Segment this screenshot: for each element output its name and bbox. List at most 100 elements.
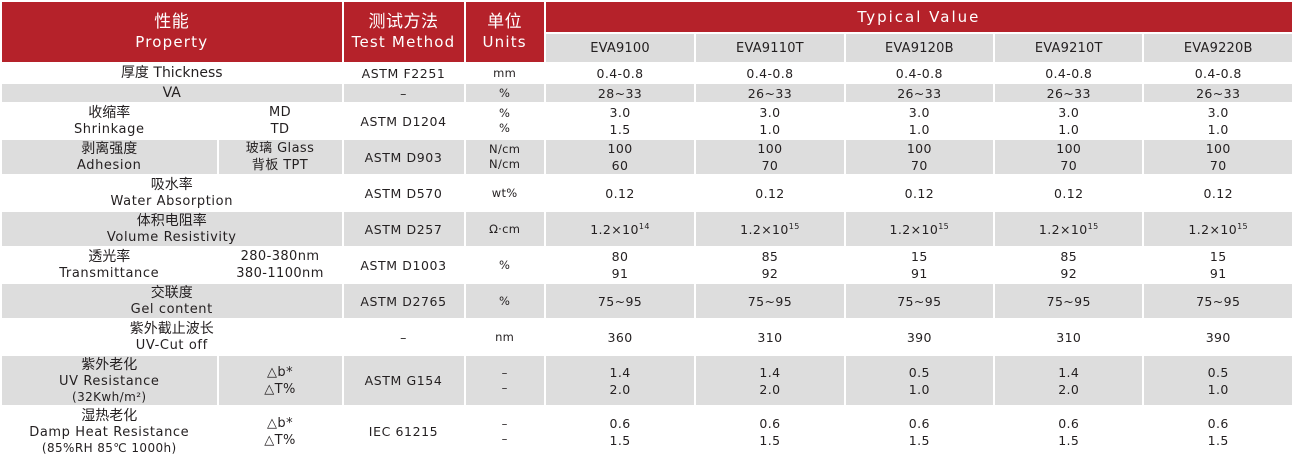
value-line: 26~33 bbox=[1046, 85, 1091, 101]
value-line: 0.12 bbox=[1203, 185, 1233, 201]
value-line: 0.4-0.8 bbox=[895, 65, 943, 81]
value-cell-EVA9120B: 0.12 bbox=[843, 174, 996, 212]
property-sub-line: 280-380nm bbox=[240, 249, 320, 264]
value-cell-EVA9110T: 310 bbox=[694, 318, 846, 356]
property-cell: 交联度 Gel content bbox=[0, 282, 344, 320]
units-line: nm bbox=[495, 329, 515, 344]
value-line: 0.12 bbox=[755, 185, 785, 201]
value-line: 0.6 bbox=[609, 415, 631, 431]
value-cell-EVA9220B: 3.0 1.0 bbox=[1142, 102, 1294, 140]
units-line: mm bbox=[493, 65, 517, 80]
property-subcolumn-cell: MD TD bbox=[216, 102, 344, 140]
value-line: 75~95 bbox=[597, 293, 643, 309]
value-cell-EVA9100: 75~95 bbox=[543, 282, 697, 320]
value-line: 1.2×1015 bbox=[889, 221, 950, 237]
value-cell-EVA9220B: 390 bbox=[1142, 318, 1294, 356]
value-line: 26~33 bbox=[897, 85, 942, 101]
units-cell: Ω·cm bbox=[463, 210, 546, 248]
property-label-cn: 紫外老化 bbox=[81, 357, 138, 373]
value-cell-EVA9100: 0.4-0.8 bbox=[543, 62, 697, 84]
value-line: 0.12 bbox=[1054, 185, 1084, 201]
value-line: 360 bbox=[607, 329, 633, 345]
value-line: 1.0 bbox=[908, 381, 930, 397]
value-line: 15 bbox=[910, 249, 928, 264]
property-sub-line: △b* bbox=[267, 415, 293, 431]
header-property: 性能 Property bbox=[0, 0, 344, 64]
value-line: 1.5 bbox=[609, 122, 631, 137]
value-cell-EVA9100: 28~33 bbox=[543, 82, 697, 104]
value-cell-EVA9110T: 0.12 bbox=[694, 174, 846, 212]
value-line: 70 bbox=[761, 158, 779, 173]
value-line: 26~33 bbox=[747, 85, 793, 101]
table-row: VA –% 28~33 26~33 26~33 26~33 26~33 bbox=[0, 82, 1294, 104]
value-line: 0.4-0.8 bbox=[1194, 65, 1242, 81]
value-line: 92 bbox=[1060, 266, 1078, 281]
header-test-method: 测试方法 Test Method bbox=[341, 0, 466, 64]
table-row: 体积电阻率 Volume Resistivity ASTM D257 Ω·cm 1.2×… bbox=[0, 210, 1294, 248]
table-row: 交联度 Gel content ASTM D2765% 75~95 75~95 75~95… bbox=[0, 282, 1294, 320]
property-label-cn: 吸水率 bbox=[150, 177, 193, 193]
value-line: 1.4 bbox=[1058, 364, 1080, 380]
units-cell: N/cm N/cm bbox=[463, 138, 546, 176]
value-cell-EVA9210T: 0.12 bbox=[993, 174, 1145, 212]
value-cell-EVA9210T: 0.6 1.5 bbox=[993, 405, 1145, 458]
value-line: 1.5 bbox=[908, 432, 930, 448]
value-line: 75~95 bbox=[1046, 293, 1091, 309]
value-line: 1.2×1015 bbox=[1038, 221, 1099, 237]
value-line: 100 bbox=[607, 141, 633, 156]
value-line: 100 bbox=[757, 141, 783, 156]
property-sub-line: △T% bbox=[264, 381, 296, 397]
units-cell: mm bbox=[463, 62, 546, 84]
value-cell-EVA9210T: 100 70 bbox=[993, 138, 1145, 176]
table-header: 性能 Property 测试方法 Test Method 单位 Units Ty… bbox=[0, 0, 1294, 64]
value-line: 85 bbox=[761, 249, 779, 264]
property-cell: 紫外截止波长 UV-Cut off bbox=[0, 318, 344, 356]
value-cell-EVA9220B: 100 70 bbox=[1142, 138, 1294, 176]
test-method-cell: ASTM F2251 bbox=[341, 62, 466, 84]
property-subcolumn-cell: 玻璃 Glass 背板 TPT bbox=[216, 138, 344, 176]
value-line: 26~33 bbox=[1196, 85, 1241, 101]
table-row: 湿热老化 Damp Heat Resistance (85%RH 85℃ 1000h… bbox=[0, 405, 1294, 458]
header-units-cn: 单位 bbox=[487, 12, 523, 32]
units-line: % bbox=[499, 121, 511, 135]
value-line: 28~33 bbox=[597, 85, 643, 101]
property-label-cn: 紫外截止波长 bbox=[129, 321, 214, 337]
test-method-cell: – bbox=[341, 318, 466, 356]
test-method-cell: ASTM D1003 bbox=[341, 246, 466, 284]
value-line: 0.6 bbox=[908, 415, 930, 431]
units-line: – bbox=[501, 365, 508, 380]
value-line: 1.2×1015 bbox=[740, 221, 800, 237]
units-cell: – – bbox=[463, 405, 546, 458]
value-line: 91 bbox=[910, 266, 928, 281]
value-cell-EVA9110T: 0.4-0.8 bbox=[694, 62, 846, 84]
value-cell-EVA9220B: 0.4-0.8 bbox=[1142, 62, 1294, 84]
value-line: 2.0 bbox=[609, 381, 631, 397]
units-cell: nm bbox=[463, 318, 546, 356]
units-cell: – – bbox=[463, 354, 546, 407]
value-line: 75~95 bbox=[1196, 293, 1241, 309]
value-cell-EVA9120B: 390 bbox=[843, 318, 996, 356]
value-line: 3.0 bbox=[908, 105, 930, 120]
value-line: 91 bbox=[1209, 266, 1227, 281]
units-line: Ω·cm bbox=[489, 221, 521, 236]
value-cell-EVA9220B: 15 91 bbox=[1142, 246, 1294, 284]
property-cell: 体积电阻率 Volume Resistivity bbox=[0, 210, 344, 248]
value-line: 75~95 bbox=[897, 293, 942, 309]
header-test-method-cn: 测试方法 bbox=[368, 12, 439, 32]
table-row: 紫外截止波长 UV-Cut off – nm 360 310 390 310 390 bbox=[0, 318, 1294, 356]
value-cell-EVA9110T: 26~33 bbox=[694, 82, 846, 104]
value-cell-EVA9210T: 1.4 2.0 bbox=[993, 354, 1145, 407]
units-line: % bbox=[499, 293, 511, 308]
property-label-en: Shrinkage bbox=[73, 122, 145, 137]
value-cell-EVA9110T: 100 70 bbox=[694, 138, 846, 176]
property-cell: 剥离强度 Adhesion bbox=[0, 138, 219, 176]
value-cell-EVA9210T: 26~33 bbox=[993, 82, 1145, 104]
value-line: 1.2×1014 bbox=[590, 221, 650, 237]
header-test-method-en: Test Method bbox=[351, 33, 456, 51]
value-line: 1.0 bbox=[1207, 122, 1229, 137]
property-sub-line: 380-1100nm bbox=[236, 266, 324, 281]
header-row-top: 性能 Property 测试方法 Test Method 单位 Units Ty… bbox=[0, 0, 1294, 64]
value-line: 0.4-0.8 bbox=[746, 65, 794, 81]
value-cell-EVA9100: 1.4 2.0 bbox=[543, 354, 697, 407]
value-cell-EVA9210T: 85 92 bbox=[993, 246, 1145, 284]
